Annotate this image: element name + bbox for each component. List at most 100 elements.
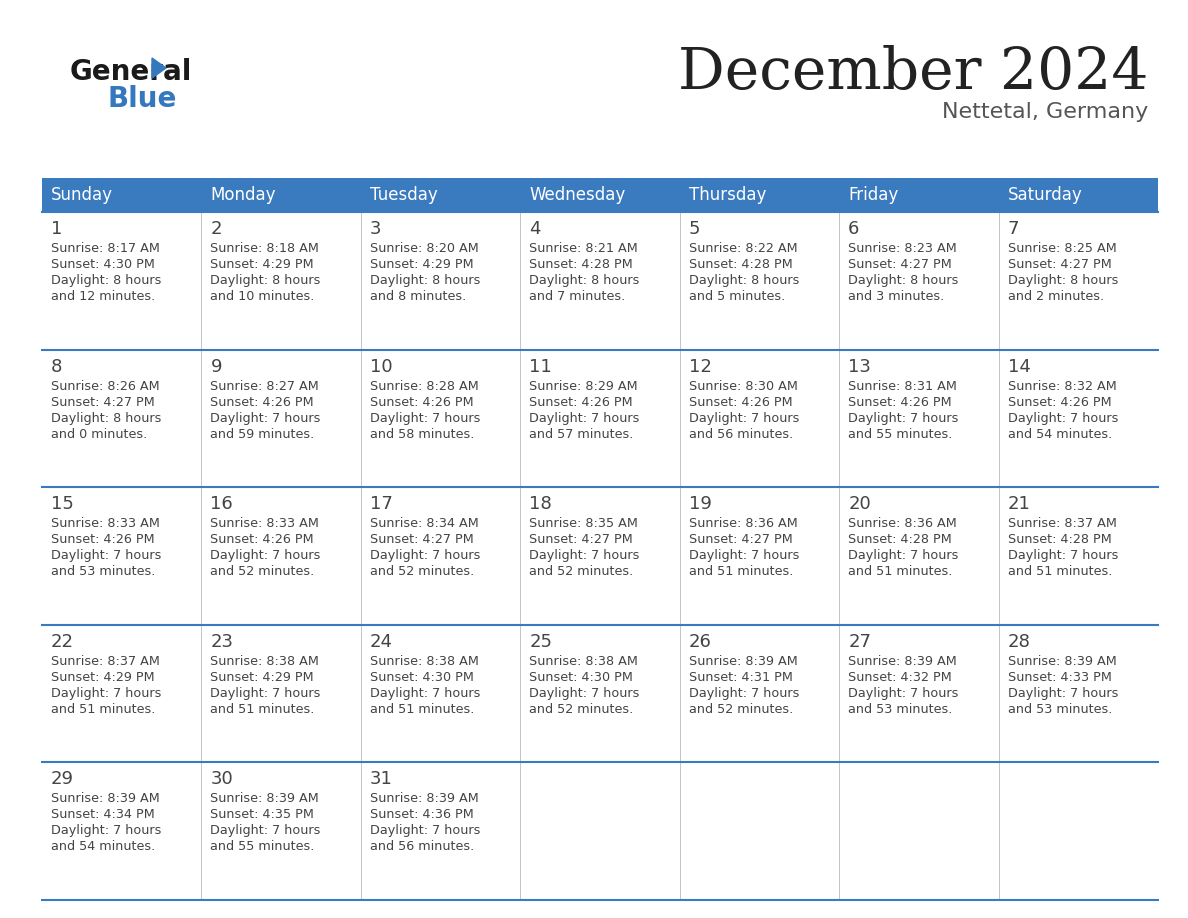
- Text: and 2 minutes.: and 2 minutes.: [1007, 290, 1104, 303]
- Text: and 51 minutes.: and 51 minutes.: [848, 565, 953, 578]
- Text: Sunset: 4:27 PM: Sunset: 4:27 PM: [369, 533, 474, 546]
- Text: Daylight: 8 hours: Daylight: 8 hours: [210, 274, 321, 287]
- Text: Sunset: 4:29 PM: Sunset: 4:29 PM: [369, 258, 474, 271]
- Text: Sunset: 4:26 PM: Sunset: 4:26 PM: [689, 396, 792, 409]
- Text: and 57 minutes.: and 57 minutes.: [530, 428, 633, 441]
- Text: Thursday: Thursday: [689, 186, 766, 204]
- Text: Sunrise: 8:26 AM: Sunrise: 8:26 AM: [51, 380, 159, 393]
- Text: Sunset: 4:28 PM: Sunset: 4:28 PM: [530, 258, 633, 271]
- Text: and 51 minutes.: and 51 minutes.: [210, 703, 315, 716]
- Text: Sunrise: 8:39 AM: Sunrise: 8:39 AM: [848, 655, 956, 667]
- Text: 24: 24: [369, 633, 393, 651]
- Text: Nettetal, Germany: Nettetal, Germany: [942, 102, 1148, 122]
- Text: Friday: Friday: [848, 186, 898, 204]
- Text: Sunrise: 8:31 AM: Sunrise: 8:31 AM: [848, 380, 958, 393]
- Text: 25: 25: [530, 633, 552, 651]
- Text: Blue: Blue: [107, 85, 176, 113]
- Text: Sunrise: 8:22 AM: Sunrise: 8:22 AM: [689, 242, 797, 255]
- Text: and 56 minutes.: and 56 minutes.: [689, 428, 792, 441]
- Text: Sunrise: 8:27 AM: Sunrise: 8:27 AM: [210, 380, 320, 393]
- Text: Daylight: 7 hours: Daylight: 7 hours: [848, 411, 959, 425]
- Text: and 53 minutes.: and 53 minutes.: [1007, 703, 1112, 716]
- Text: and 54 minutes.: and 54 minutes.: [51, 840, 156, 854]
- Text: Daylight: 7 hours: Daylight: 7 hours: [689, 687, 800, 700]
- Text: 26: 26: [689, 633, 712, 651]
- Text: and 55 minutes.: and 55 minutes.: [210, 840, 315, 854]
- Bar: [680, 178, 839, 212]
- Text: Sunset: 4:26 PM: Sunset: 4:26 PM: [51, 533, 154, 546]
- Text: Sunset: 4:27 PM: Sunset: 4:27 PM: [530, 533, 633, 546]
- Text: 6: 6: [848, 220, 859, 238]
- Text: Sunrise: 8:28 AM: Sunrise: 8:28 AM: [369, 380, 479, 393]
- Text: Daylight: 7 hours: Daylight: 7 hours: [1007, 549, 1118, 562]
- Text: Daylight: 7 hours: Daylight: 7 hours: [51, 824, 162, 837]
- Bar: [361, 178, 520, 212]
- Text: 30: 30: [210, 770, 233, 789]
- Text: 28: 28: [1007, 633, 1030, 651]
- Text: Daylight: 8 hours: Daylight: 8 hours: [51, 274, 162, 287]
- Text: Daylight: 8 hours: Daylight: 8 hours: [530, 274, 639, 287]
- Text: 31: 31: [369, 770, 393, 789]
- Text: Daylight: 7 hours: Daylight: 7 hours: [369, 687, 480, 700]
- Text: Sunset: 4:36 PM: Sunset: 4:36 PM: [369, 809, 474, 822]
- Bar: [520, 178, 680, 212]
- Text: 22: 22: [51, 633, 74, 651]
- Text: Sunrise: 8:18 AM: Sunrise: 8:18 AM: [210, 242, 320, 255]
- Text: Monday: Monday: [210, 186, 276, 204]
- Text: Sunday: Sunday: [51, 186, 113, 204]
- Text: 11: 11: [530, 358, 552, 375]
- Text: 17: 17: [369, 495, 393, 513]
- Text: Sunrise: 8:36 AM: Sunrise: 8:36 AM: [848, 517, 956, 531]
- Text: 16: 16: [210, 495, 233, 513]
- Polygon shape: [152, 58, 166, 78]
- Text: Daylight: 7 hours: Daylight: 7 hours: [51, 549, 162, 562]
- Text: and 59 minutes.: and 59 minutes.: [210, 428, 315, 441]
- Text: Sunrise: 8:33 AM: Sunrise: 8:33 AM: [51, 517, 160, 531]
- Text: Sunrise: 8:38 AM: Sunrise: 8:38 AM: [369, 655, 479, 667]
- Text: Sunrise: 8:37 AM: Sunrise: 8:37 AM: [51, 655, 160, 667]
- Text: 1: 1: [51, 220, 63, 238]
- Text: and 52 minutes.: and 52 minutes.: [210, 565, 315, 578]
- Text: Saturday: Saturday: [1007, 186, 1082, 204]
- Text: 15: 15: [51, 495, 74, 513]
- Text: and 5 minutes.: and 5 minutes.: [689, 290, 785, 303]
- Text: 12: 12: [689, 358, 712, 375]
- Text: Sunset: 4:28 PM: Sunset: 4:28 PM: [689, 258, 792, 271]
- Text: Daylight: 8 hours: Daylight: 8 hours: [848, 274, 959, 287]
- Text: and 51 minutes.: and 51 minutes.: [689, 565, 794, 578]
- Text: Sunrise: 8:35 AM: Sunrise: 8:35 AM: [530, 517, 638, 531]
- Text: Sunset: 4:29 PM: Sunset: 4:29 PM: [210, 671, 314, 684]
- Text: Daylight: 8 hours: Daylight: 8 hours: [51, 411, 162, 425]
- Bar: [202, 178, 361, 212]
- Text: Daylight: 7 hours: Daylight: 7 hours: [1007, 411, 1118, 425]
- Text: Sunset: 4:30 PM: Sunset: 4:30 PM: [51, 258, 154, 271]
- Text: and 10 minutes.: and 10 minutes.: [210, 290, 315, 303]
- Text: Sunrise: 8:21 AM: Sunrise: 8:21 AM: [530, 242, 638, 255]
- Text: Daylight: 7 hours: Daylight: 7 hours: [689, 549, 800, 562]
- Text: 27: 27: [848, 633, 871, 651]
- Text: Daylight: 7 hours: Daylight: 7 hours: [1007, 687, 1118, 700]
- Text: Sunrise: 8:32 AM: Sunrise: 8:32 AM: [1007, 380, 1117, 393]
- Text: Sunset: 4:29 PM: Sunset: 4:29 PM: [210, 258, 314, 271]
- Text: and 3 minutes.: and 3 minutes.: [848, 290, 944, 303]
- Text: Sunset: 4:30 PM: Sunset: 4:30 PM: [530, 671, 633, 684]
- Text: 7: 7: [1007, 220, 1019, 238]
- Text: Daylight: 8 hours: Daylight: 8 hours: [689, 274, 800, 287]
- Text: Tuesday: Tuesday: [369, 186, 437, 204]
- Text: 20: 20: [848, 495, 871, 513]
- Text: and 55 minutes.: and 55 minutes.: [848, 428, 953, 441]
- Text: and 51 minutes.: and 51 minutes.: [51, 703, 156, 716]
- Text: Daylight: 7 hours: Daylight: 7 hours: [210, 549, 321, 562]
- Text: Daylight: 7 hours: Daylight: 7 hours: [848, 549, 959, 562]
- Bar: [999, 178, 1158, 212]
- Text: Sunrise: 8:23 AM: Sunrise: 8:23 AM: [848, 242, 956, 255]
- Text: Sunset: 4:27 PM: Sunset: 4:27 PM: [848, 258, 952, 271]
- Text: Sunrise: 8:34 AM: Sunrise: 8:34 AM: [369, 517, 479, 531]
- Text: Sunset: 4:27 PM: Sunset: 4:27 PM: [689, 533, 792, 546]
- Text: Sunset: 4:34 PM: Sunset: 4:34 PM: [51, 809, 154, 822]
- Text: Sunset: 4:29 PM: Sunset: 4:29 PM: [51, 671, 154, 684]
- Text: 14: 14: [1007, 358, 1030, 375]
- Text: 3: 3: [369, 220, 381, 238]
- Text: Sunset: 4:28 PM: Sunset: 4:28 PM: [848, 533, 952, 546]
- Text: and 52 minutes.: and 52 minutes.: [530, 703, 633, 716]
